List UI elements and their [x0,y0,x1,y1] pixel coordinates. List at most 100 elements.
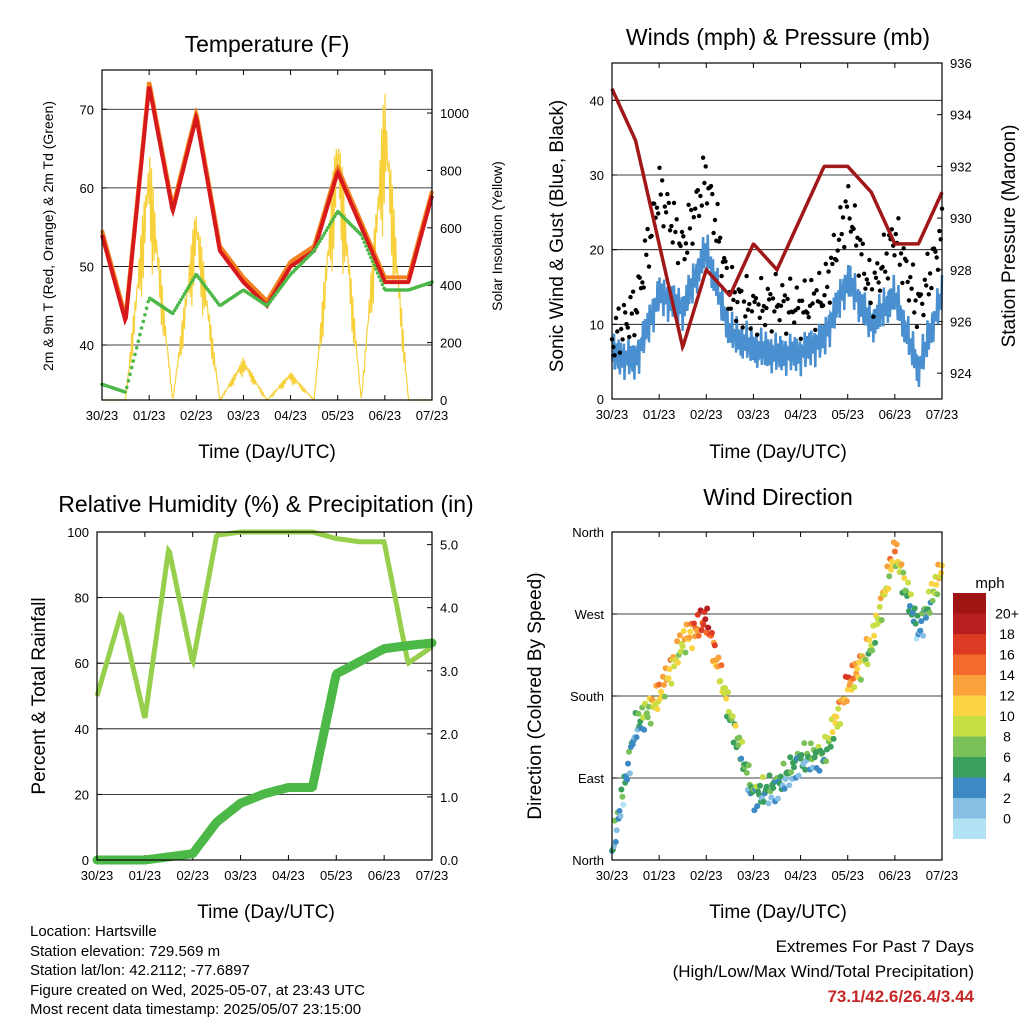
gust-point [881,232,887,237]
gust-point [918,292,924,297]
legend-swatch [953,593,986,614]
direction-point [612,838,619,845]
direction-point [717,678,724,684]
humidity-y-tick-label: 20 [75,787,89,802]
gust-point [769,329,774,334]
gust-point [670,240,675,245]
direction-point [698,627,705,634]
gust-point [933,249,938,254]
direction-y-tick-label: West [575,607,605,622]
gust-point [780,283,785,288]
winds-y2-tick-label: 928 [950,263,972,278]
direction-point [918,618,925,625]
direction-point [665,675,672,682]
direction-x-tick-label: 04/23 [784,868,817,883]
gust-point [733,318,739,324]
gust-point [646,264,652,269]
legend-label: 2 [1003,790,1011,806]
winds-y-tick-label: 20 [590,243,604,258]
winds-y-label-right: Station Pressure (Maroon) [999,125,1020,348]
direction-point [843,698,850,705]
gust-point [715,201,720,207]
gust-point [814,288,819,293]
gust-point [896,216,901,221]
legend-swatch [953,818,986,839]
gust-point [757,315,762,320]
gust-point [723,259,728,264]
humidity-x-tick-label: 02/23 [176,868,209,883]
gust-point [749,309,755,314]
direction-point [857,676,864,683]
winds-plot: 0 10 20 30 40 924 926 928 930 932 934 936 30/23 01/23… [590,56,972,422]
gust-point [777,318,782,323]
direction-point [886,573,893,580]
gust-point [755,332,760,337]
dewpoint-point [134,346,139,350]
gust-point [937,228,942,234]
gust-point [685,250,690,255]
gust-point [678,243,683,249]
direction-point [802,766,809,773]
gust-point [741,299,747,304]
gust-point [805,310,810,316]
direction-point [725,689,731,696]
direction-point [893,541,900,548]
direction-point [683,621,690,628]
gust-point [617,350,623,355]
gust-point [792,320,797,325]
gust-point [883,269,888,274]
gust-point [729,264,735,270]
gust-point [660,178,665,183]
winds-x-tick-label: 03/23 [737,407,770,422]
gust-point [665,191,670,197]
dewpoint-point [332,214,337,219]
direction-point [613,827,620,834]
gust-point [818,300,823,305]
gust-point [700,155,706,160]
direction-point [675,659,681,666]
gust-point [892,253,897,258]
humidity-y2-tick-label: 1.0 [440,790,458,805]
direction-point [656,681,663,688]
legend-swatch [953,675,986,696]
station-latlon: Station lat/lon: 42.2112; -77.6897 [30,962,250,979]
gust-point [634,310,640,315]
winds-y-tick-label: 0 [597,392,604,407]
direction-point [823,758,829,765]
gust-point [875,261,880,266]
gust-point [773,271,778,277]
gust-point [817,270,822,276]
gust-point [835,248,840,253]
gust-point [752,299,757,305]
gust-point [863,286,868,291]
gust-point [935,267,941,272]
dewpoint-point [314,245,319,249]
solar-insolation-line [102,93,432,402]
temperature-y2-tick-label: 400 [440,278,462,293]
direction-point [923,614,929,621]
temperature-y-tick-label: 60 [80,181,94,196]
humidity-y-label-left: Percent & Total Rainfall [29,597,50,794]
direction-point [633,734,640,741]
dewpoint-point [177,300,182,305]
extremes-heading: Extremes For Past 7 Days [775,937,974,956]
gust-point [799,298,805,303]
direction-point [833,713,840,720]
dewpoint-point [372,263,377,268]
temperature-x-tick-label: 30/23 [86,408,119,423]
gust-point [859,252,864,257]
dewpoint-point [171,311,175,316]
direction-point [635,710,642,717]
temperature-y2-tick-label: 800 [440,163,462,178]
direction-point [705,624,712,631]
winds-frame [611,62,943,400]
gust-point [687,226,693,231]
direction-point [687,628,694,635]
dewpoint-point [136,339,141,344]
dewpoint-point [125,385,129,390]
dewpoint-point [362,240,367,244]
gust-point [764,305,769,311]
dewpoint-point [176,303,180,307]
gust-point [788,276,793,281]
direction-point [682,649,689,656]
